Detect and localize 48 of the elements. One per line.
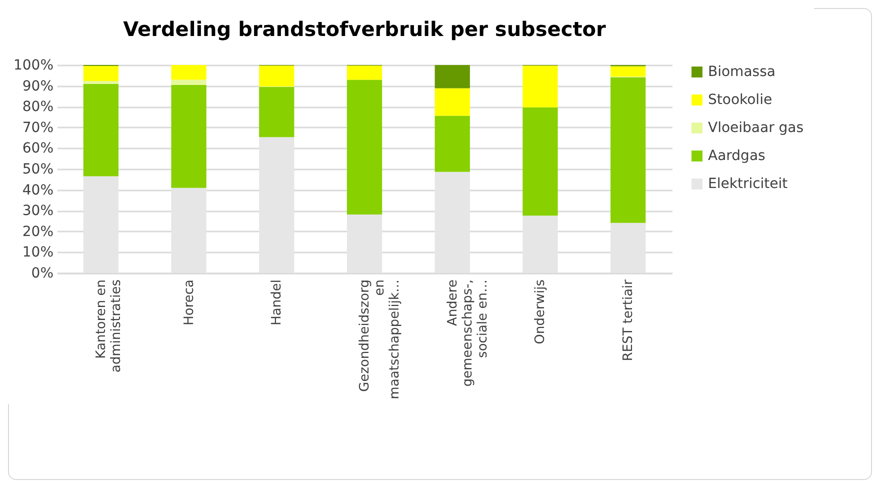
bar [434,116,470,172]
y-tick-label: 30% [22,203,54,220]
y-tick-label: 40% [22,182,54,198]
x-tick-label: Handel [270,280,285,326]
x-tick-label: Andere gemeenschaps-, sociale en… [445,280,490,387]
bar [83,84,118,176]
bar [610,77,646,223]
x-tick-label: REST tertiair [621,278,636,362]
bar [83,176,118,273]
bar [83,66,118,82]
bar [522,216,558,273]
bar [171,188,206,273]
y-tick-label: 10% [22,244,54,261]
bar [259,66,294,86]
legend-label: Biomassa [708,64,776,80]
bar [434,88,470,116]
y-tick-label: 70% [22,120,54,136]
y-tick-label: 20% [22,224,54,240]
bar [522,66,558,108]
bar [259,87,294,138]
bar [346,80,382,215]
legend-label: Elektriciteit [708,176,788,192]
y-tick-label: 100% [13,58,54,74]
bar [171,80,206,85]
legend-label: Stookolie [708,92,772,108]
bar [259,137,294,273]
y-tick-label: 90% [22,78,54,94]
bar [83,81,118,84]
bar [346,66,382,80]
bar [610,66,646,77]
bar [434,172,470,273]
x-tick-label: Horeca [182,280,197,326]
legend-label: Vloeibaar gas [708,120,804,136]
x-tick-label: Gezondheidszorg en maatschappelijk… [358,280,402,400]
bar [171,84,206,188]
legend-label: Aardgas [708,148,766,164]
y-tick-label: 60% [22,140,54,157]
bar [346,214,382,273]
y-tick-label: 0% [31,266,54,282]
y-tick-label: 50% [22,162,54,178]
bar [171,65,206,80]
x-tick-label: Kantoren en administraties [94,279,124,373]
bar [522,107,558,216]
x-tick-label: Onderwijs [533,279,548,344]
bar [434,65,470,88]
bar [610,222,646,273]
y-tick-label: 80% [22,99,54,116]
chart-title: Verdeling brandstofverbruik per subsector [123,17,606,41]
